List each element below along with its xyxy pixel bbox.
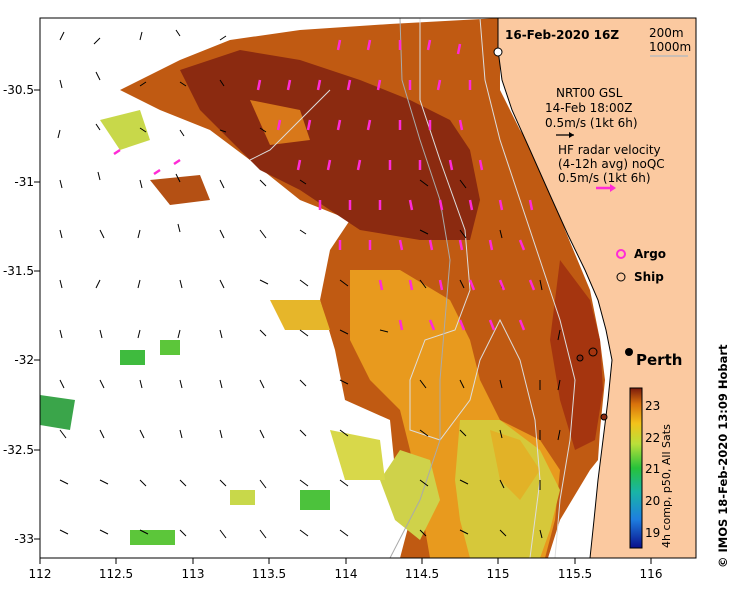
x-tick-label: 115 <box>486 567 510 581</box>
model-current-arrows <box>57 29 561 539</box>
radar-title: HF radar velocity <box>558 143 661 157</box>
sst-field <box>40 18 605 558</box>
colorbar-tick-21: 21 <box>645 462 661 476</box>
model-scale: 0.5m/s (1kt 6h) <box>545 116 638 130</box>
y-tick-label: -32.5 <box>2 443 34 457</box>
y-tick-label: -30.5 <box>2 83 34 97</box>
x-axis-ticks <box>39 558 652 564</box>
radar-current-arrows <box>113 39 536 331</box>
land-area <box>498 18 696 558</box>
colorbar-tick-22: 22 <box>645 431 661 445</box>
ship-markers <box>493 47 608 421</box>
colorbar-tick-19: 19 <box>645 526 661 540</box>
model-time: 14-Feb 18:00Z <box>545 101 633 115</box>
isobath-label-200: 200m <box>649 26 684 40</box>
model-scale-arrowhead <box>569 132 574 138</box>
colorbar <box>629 387 643 549</box>
radar-subtitle: (4-12h avg) noQC <box>558 157 665 171</box>
x-tick-label: 114 <box>334 567 358 581</box>
x-tick-label: 115.5 <box>557 567 593 581</box>
x-tick-label: 112 <box>28 567 52 581</box>
y-axis-ticks <box>34 89 40 540</box>
y-tick-label: -33 <box>14 532 34 546</box>
city-label: Perth <box>636 351 683 369</box>
colorbar-tick-20: 20 <box>645 494 661 508</box>
y-tick-label: -31.5 <box>2 264 34 278</box>
argo-label: Argo <box>634 247 667 261</box>
perth-dot <box>625 348 633 356</box>
model-name: NRT00 GSL <box>556 86 623 100</box>
plot-area <box>40 18 696 558</box>
argo-legend-icon <box>616 249 626 259</box>
coastline <box>497 18 613 558</box>
plot-frame <box>39 17 697 559</box>
radar-scale: 0.5m/s (1kt 6h) <box>558 171 651 185</box>
x-tick-label: 116 <box>639 567 663 581</box>
y-tick-label: -32 <box>14 353 34 367</box>
map-title: 16-Feb-2020 16Z <box>505 28 620 42</box>
x-tick-label: 112.5 <box>98 567 134 581</box>
imos-credit: © IMOS 18-Feb-2020 13:09 Hobart <box>716 344 730 568</box>
x-tick-label: 114.5 <box>404 567 440 581</box>
ship-label: Ship <box>634 270 664 284</box>
colorbar-tick-23: 23 <box>645 399 661 413</box>
colorbar-label: 4h comp, p50, All Sats <box>660 424 673 548</box>
x-tick-label: 113 <box>181 567 205 581</box>
ship-legend-icon <box>616 272 626 282</box>
x-tick-label: 113.5 <box>251 567 287 581</box>
isobath-label-1000: 1000m <box>649 40 692 54</box>
radar-scale-arrowhead <box>610 184 616 192</box>
y-tick-label: -31 <box>14 175 34 189</box>
isobath-lines <box>249 18 576 558</box>
